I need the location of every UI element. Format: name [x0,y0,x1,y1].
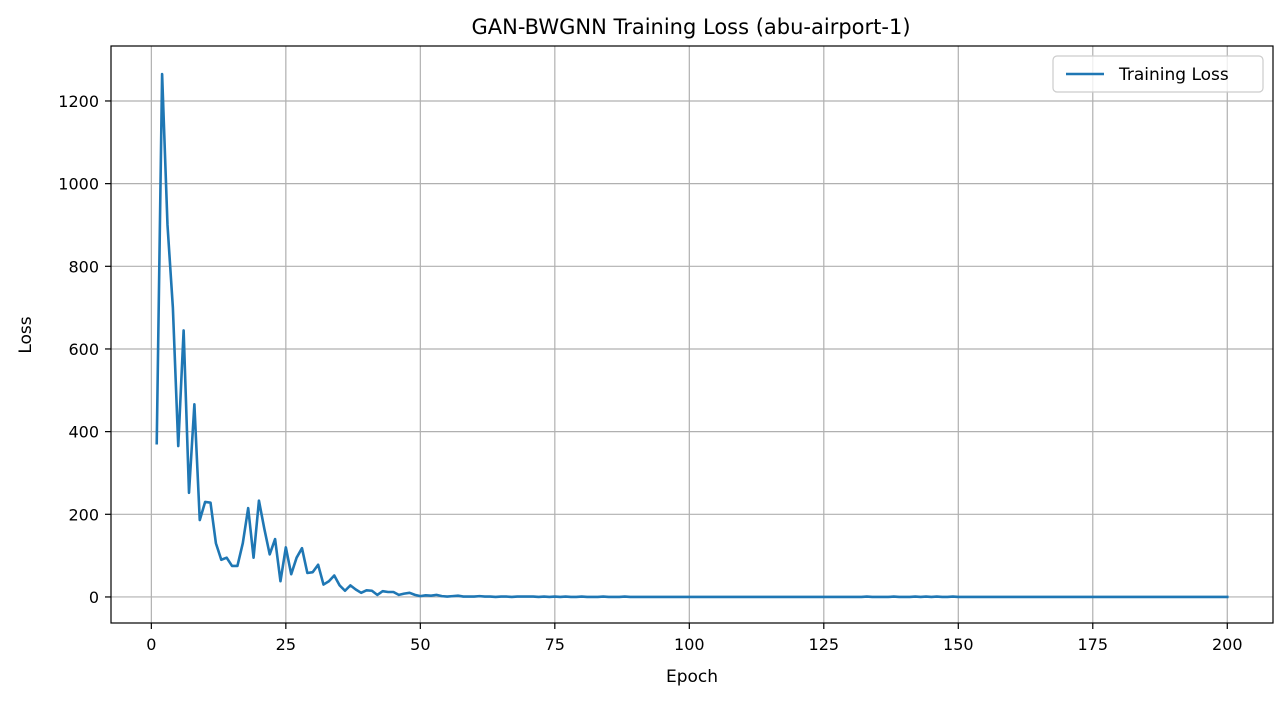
x-tick-label: 150 [943,635,974,654]
x-tick-label: 175 [1078,635,1109,654]
y-axis-label: Loss [16,316,36,353]
legend-box [1052,55,1264,93]
y-tick-label: 1000 [58,175,99,194]
grid [111,46,1273,623]
series-line-training-loss [155,72,1229,599]
x-tick-label: 125 [809,635,840,654]
x-tick-label: 0 [146,635,156,654]
y-tick-label: 400 [68,423,99,442]
x-axis-label: Epoch [666,667,718,687]
legend: Training Loss [1052,55,1264,93]
y-tick-label: 0 [89,588,99,607]
y-tick-label: 600 [68,340,99,359]
x-tick-label: 200 [1212,635,1243,654]
x-tick-label: 100 [674,635,705,654]
plot-frame [110,45,1274,624]
x-tick-label: 50 [410,635,430,654]
y-tick-label: 800 [68,257,99,276]
chart-title: GAN-BWGNN Training Loss (abu-airport-1) [471,15,910,39]
legend-label-training-loss: Training Loss [1118,65,1229,85]
series-layer [155,72,1229,599]
y-tick-label: 200 [68,505,99,524]
ticks: 0 25 50 75 100 125 150 175 200 0 200 400 600 800 1000 1… [58,92,1242,654]
y-tick-label: 1200 [58,92,99,111]
x-tick-label: 25 [276,635,296,654]
x-tick-label: 75 [545,635,565,654]
